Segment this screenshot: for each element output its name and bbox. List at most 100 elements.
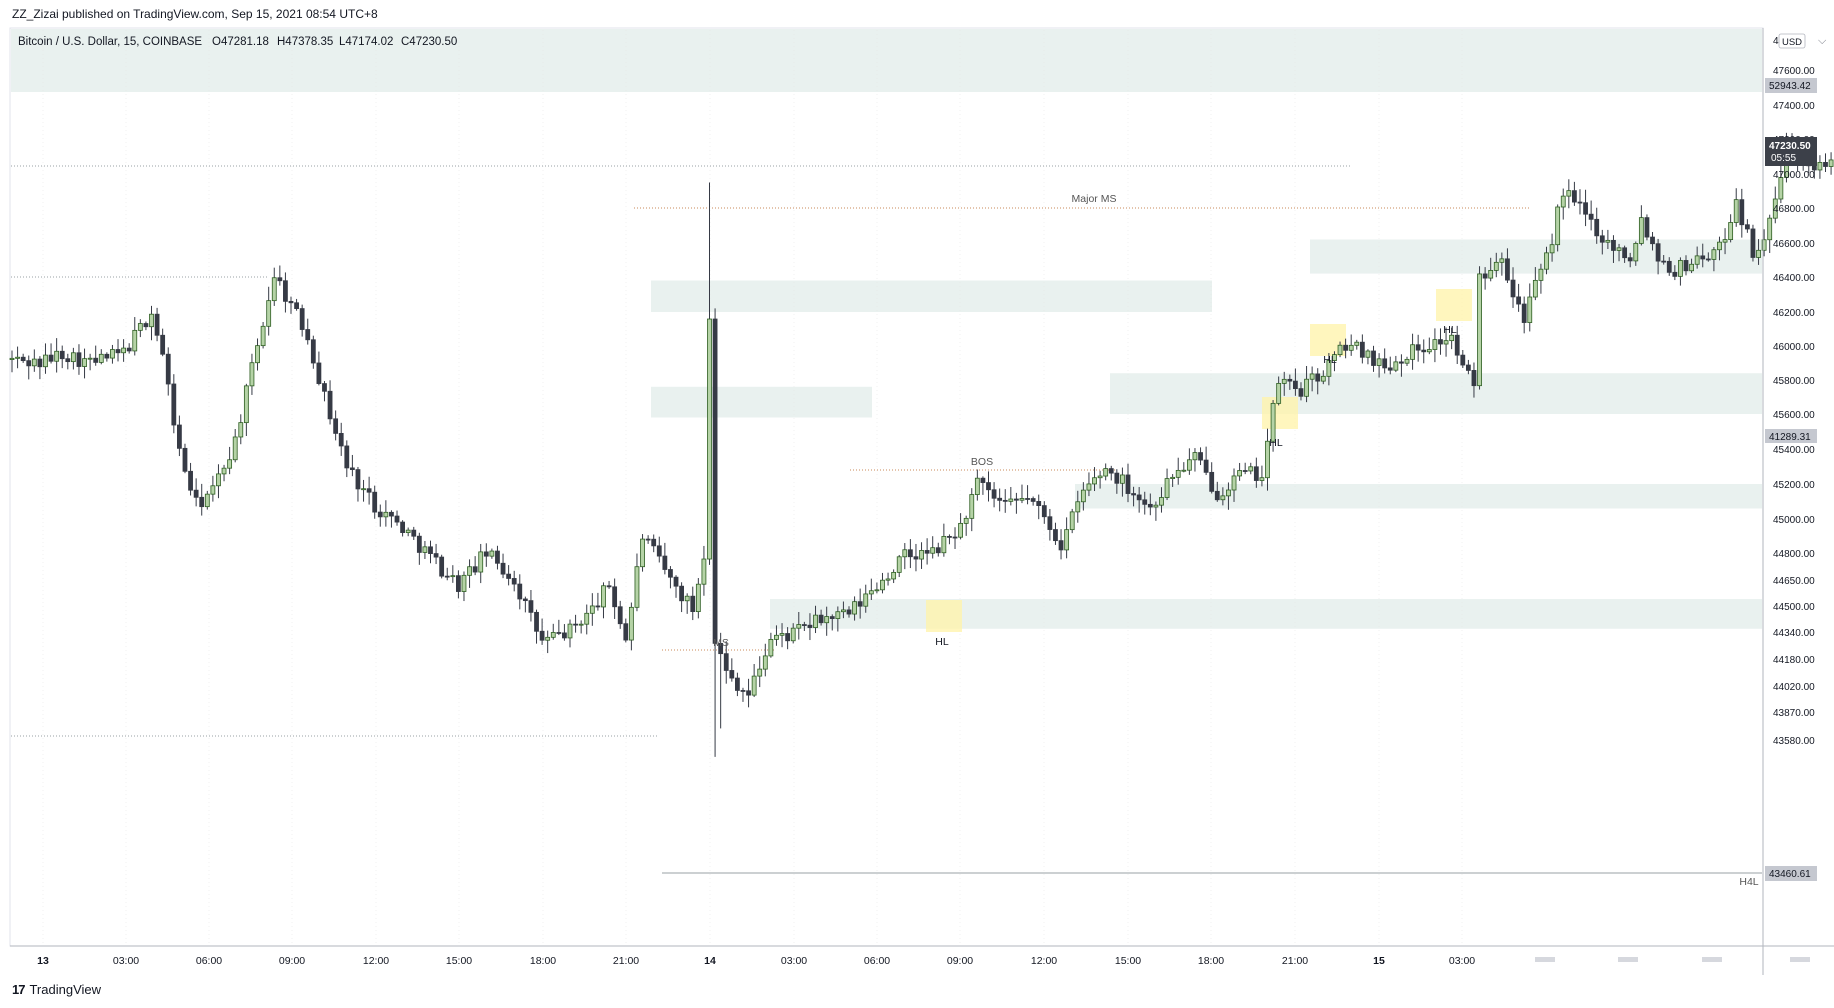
candle-body	[1421, 349, 1427, 353]
candle-body	[1638, 217, 1644, 244]
time-axis[interactable]: 13 03:00 06:00 09:00 12:00 15:00 18:00 21:00 14 0…	[10, 945, 1834, 975]
candle-body	[1114, 472, 1120, 484]
candle-body	[455, 575, 461, 592]
faded-time-tick	[1790, 957, 1810, 962]
candle-body	[634, 566, 640, 608]
price-tick-label: 46400.00	[1773, 273, 1815, 284]
candle-body	[1594, 218, 1600, 237]
candle-body	[1683, 260, 1689, 272]
candle-body	[288, 300, 294, 304]
candle-body	[422, 546, 428, 553]
candle-body	[874, 589, 880, 592]
candle-body	[305, 329, 311, 341]
candle-body	[1410, 344, 1415, 360]
candle-body	[1778, 176, 1784, 200]
price-tick-label: 43580.00	[1773, 736, 1815, 747]
candle-body	[37, 358, 43, 368]
candle-body	[1577, 201, 1583, 204]
price-tag-top: 52943.42	[1769, 81, 1811, 92]
candle-body	[1393, 361, 1399, 371]
candle-body	[193, 489, 199, 498]
candle-body	[495, 550, 500, 564]
candle-body	[327, 390, 333, 420]
candle-body	[1142, 499, 1148, 505]
candle-body	[31, 358, 37, 367]
time-tick-label: 15:00	[446, 955, 472, 967]
candle-body	[690, 595, 696, 613]
price-axis[interactable]: 47600.0047400.0047200.0047000.0046800.00…	[1762, 28, 1827, 946]
candle-body	[1538, 268, 1544, 281]
price-tag-low: 43460.61	[1769, 869, 1811, 880]
candle-body	[673, 576, 679, 587]
candle-body	[729, 670, 735, 679]
candle-body	[294, 302, 299, 309]
candle-body	[1700, 255, 1706, 260]
time-tick-label: 15:00	[1115, 955, 1141, 967]
candle-body	[1164, 478, 1170, 498]
candle-body	[963, 517, 969, 524]
candle-body	[589, 605, 595, 614]
candle-body	[1823, 162, 1828, 167]
candle-body	[1505, 258, 1510, 281]
candle-body	[149, 313, 154, 328]
candle-body	[545, 636, 551, 641]
candle-body	[210, 485, 216, 495]
candle-body	[1181, 469, 1187, 472]
candle-body	[1465, 364, 1471, 371]
candle-body	[1471, 370, 1477, 387]
candle-body	[662, 555, 668, 570]
candlestick-series[interactable]	[9, 121, 1834, 757]
candle-body	[1248, 466, 1254, 472]
candle-body	[762, 655, 768, 670]
candle-body	[1817, 162, 1823, 171]
candle-body	[813, 614, 818, 628]
candle-body	[1705, 258, 1711, 261]
candle-body	[76, 352, 82, 367]
candle-body	[411, 529, 417, 537]
price-tag-mid: 41289.31	[1769, 432, 1811, 443]
candle-body	[1661, 260, 1667, 263]
legend-close: C47230.50	[401, 36, 457, 48]
candle-body	[15, 356, 20, 359]
candle-body	[1387, 367, 1393, 371]
candle-body	[1454, 334, 1460, 356]
price-tag-top-bg	[1765, 78, 1817, 93]
candle-body	[1120, 474, 1125, 484]
time-tick-label: 15	[1373, 955, 1385, 967]
candle-body	[1477, 273, 1482, 387]
candle-body	[171, 383, 177, 426]
candle-body	[439, 556, 445, 577]
price-tick-label: 45200.00	[1773, 480, 1815, 491]
candle-body	[846, 609, 852, 615]
candle-body	[1722, 239, 1728, 243]
faded-time-tick	[1702, 957, 1722, 962]
publisher-header: ZZ_Zizai published on TradingView.com, S…	[12, 7, 378, 21]
candle-body	[651, 538, 657, 547]
candle-body	[1131, 493, 1136, 496]
price-tick-label: 45400.00	[1773, 445, 1815, 456]
candle-body	[757, 668, 763, 677]
candle-body	[1761, 239, 1767, 251]
candle-body	[416, 535, 422, 553]
candle-body	[428, 546, 433, 554]
candle-body	[640, 538, 645, 568]
candle-body	[573, 623, 578, 626]
candle-body	[1175, 469, 1181, 478]
candle-body	[1666, 260, 1672, 273]
candle-body	[679, 585, 684, 602]
candle-body	[974, 477, 980, 495]
candle-body	[104, 353, 110, 359]
candle-body	[1717, 241, 1722, 251]
candle-body	[774, 634, 779, 640]
candle-body	[1828, 159, 1834, 167]
candle-body	[1560, 195, 1566, 208]
tradingview-footer[interactable]: 17 TradingView	[12, 982, 101, 997]
candle-body	[1030, 498, 1036, 502]
candle-body	[969, 494, 975, 519]
price-tick-label: 44800.00	[1773, 549, 1815, 560]
candle-body	[1449, 334, 1455, 342]
candle-body	[1499, 258, 1505, 263]
top-band-zone	[11, 29, 1762, 92]
time-tick-label: 03:00	[1449, 955, 1475, 967]
